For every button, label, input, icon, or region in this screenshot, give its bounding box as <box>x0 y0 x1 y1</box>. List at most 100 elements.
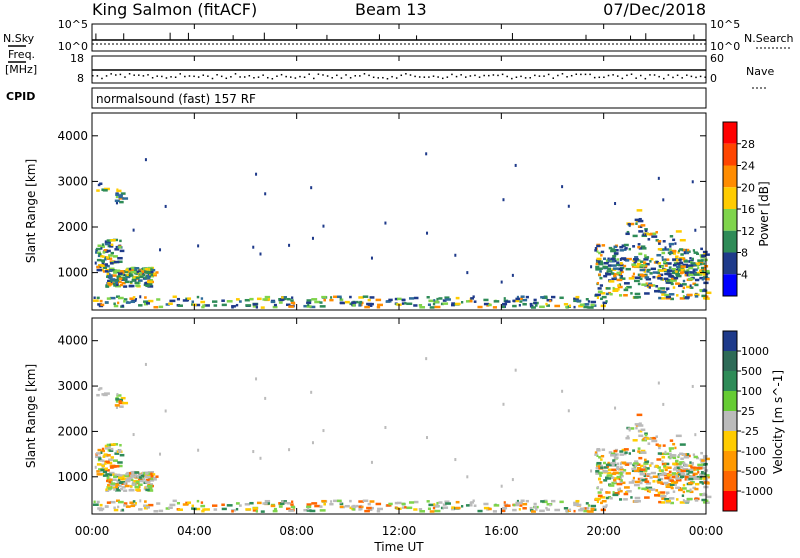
velocity-cell <box>624 491 628 494</box>
power-cell <box>145 274 150 278</box>
velocity-cell <box>632 476 636 480</box>
power-cell <box>115 284 121 288</box>
nave-dot <box>188 75 191 77</box>
power-cell <box>100 303 105 307</box>
power-cell <box>625 267 631 271</box>
velocity-cell <box>319 505 323 508</box>
velocity-cell <box>671 481 677 484</box>
power-cell <box>632 259 635 262</box>
power-cell <box>149 274 155 278</box>
power-cell <box>565 305 569 309</box>
velocity-cell <box>311 441 314 445</box>
velocity-cell <box>540 500 545 503</box>
velocity-cell <box>680 457 684 461</box>
nave-dot <box>156 75 158 77</box>
velocity-cell <box>590 504 597 508</box>
velocity-cell <box>599 481 603 484</box>
velocity-cell <box>465 504 470 507</box>
power-cell <box>96 265 100 269</box>
velocity-cell <box>434 509 441 513</box>
velocity-cell <box>121 486 126 489</box>
nave-dot <box>455 75 458 78</box>
power-cell <box>107 283 113 286</box>
velocity-cell <box>195 507 201 511</box>
velocity-cell <box>705 475 710 479</box>
power-cell <box>131 279 136 282</box>
power-cell <box>140 270 145 274</box>
power-cell <box>616 258 620 261</box>
velocity-cell <box>149 477 152 480</box>
power-cell <box>704 297 710 300</box>
power-cell <box>309 305 316 309</box>
power-cell <box>628 224 631 228</box>
power-cell <box>668 248 672 251</box>
power-cell <box>663 268 667 272</box>
power-cell <box>255 306 259 309</box>
power-cell <box>534 304 538 307</box>
power-cell <box>129 272 133 275</box>
velocity-cell <box>281 500 284 503</box>
power-cell <box>638 252 643 256</box>
nave-dot <box>225 77 228 80</box>
power-cell <box>285 303 291 306</box>
velocity-cell <box>554 508 561 512</box>
nave-dot <box>326 75 329 77</box>
nave-dot <box>372 76 375 79</box>
power-cell <box>103 249 108 252</box>
velocity-cell <box>616 475 621 479</box>
nave-dot <box>414 75 416 78</box>
power-cell <box>444 296 450 299</box>
velocity-cell <box>628 481 635 484</box>
velocity-cell <box>533 505 537 509</box>
velocity-cell <box>617 489 623 493</box>
velocity-cell <box>631 467 637 471</box>
power-cell <box>673 258 679 262</box>
power-cell <box>256 297 262 301</box>
velocity-cell <box>182 503 189 506</box>
power-cell <box>147 285 154 288</box>
power-cell <box>371 302 374 306</box>
velocity-cell <box>118 400 122 403</box>
velocity-cell <box>531 510 536 513</box>
power-cell <box>150 268 153 271</box>
velocity-cell <box>117 500 124 504</box>
velocity-cell <box>700 451 703 455</box>
nave-dot <box>423 76 426 78</box>
velocity-cell <box>333 499 339 503</box>
velocity-cell <box>107 475 110 478</box>
power-cell <box>699 269 702 273</box>
velocity-cell <box>637 486 641 490</box>
power-cell <box>704 268 707 271</box>
power-cell <box>675 230 682 233</box>
power-cell <box>664 246 667 250</box>
nave-dot <box>165 77 168 79</box>
velocity-cell <box>148 503 154 507</box>
velocity-scatter-cells <box>92 357 712 513</box>
velocity-cell <box>633 469 640 472</box>
power-cell <box>245 304 252 307</box>
velocity-cell <box>676 466 681 470</box>
power-cell <box>94 261 97 265</box>
power-cell <box>102 266 108 270</box>
velocity-cell <box>352 508 356 511</box>
velocity-cell <box>112 459 118 462</box>
power-cell <box>142 273 146 277</box>
velocity-cell <box>664 497 670 501</box>
power-cell <box>438 297 443 300</box>
power-cell <box>641 274 647 278</box>
velocity-cell <box>511 478 514 482</box>
power-cell <box>135 284 140 287</box>
power-cell <box>702 262 706 265</box>
power-cell <box>145 276 151 280</box>
power-cell <box>567 204 570 208</box>
power-cell <box>281 296 284 299</box>
velocity-cell <box>110 482 116 485</box>
power-cell <box>310 186 313 190</box>
velocity-cell <box>244 503 250 506</box>
power-cell <box>637 219 644 223</box>
velocity-cell <box>680 469 686 473</box>
velocity-cell <box>628 428 631 432</box>
velocity-cell <box>461 505 464 508</box>
power-scatter-cells <box>92 152 712 309</box>
power-cell <box>691 263 697 267</box>
